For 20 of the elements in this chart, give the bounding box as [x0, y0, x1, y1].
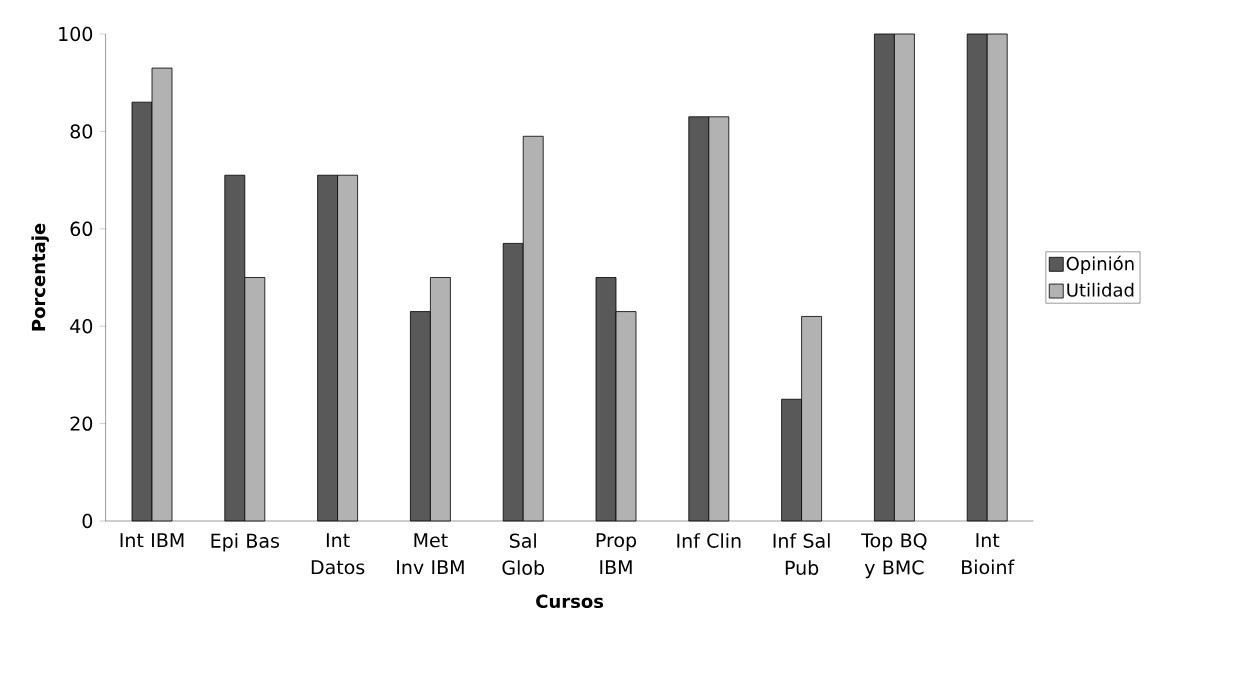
legend-label: Opinión — [1066, 255, 1134, 274]
x-tick-label: Inf Clin — [677, 533, 741, 548]
x-tick-label: Int Datos — [311, 533, 365, 575]
legend-label: Utilidad — [1067, 282, 1134, 297]
x-tick-label: Int Bioinf — [962, 533, 1015, 575]
x-tick-label: Prop IBM — [596, 533, 637, 575]
y-tick-label: 80 — [70, 124, 93, 139]
x-tick-label: Top BQ y BMC — [861, 533, 927, 579]
x-tick-label: Met Inv IBM — [397, 533, 464, 575]
y-tick-label: 60 — [70, 221, 93, 236]
y-tick-label: 40 — [70, 319, 93, 334]
y-tick-label: 0 — [82, 513, 93, 529]
x-tick-label: Int IBM — [120, 533, 184, 548]
y-tick-label: 100 — [59, 26, 93, 42]
x-tick-label: Epi Bas — [211, 533, 280, 552]
x-axis-title: Cursos — [536, 594, 604, 609]
y-axis-title: Porcentaje — [31, 223, 49, 331]
x-tick-label: Inf Sal Pub — [773, 533, 830, 575]
y-tick-label: 20 — [70, 416, 93, 431]
x-tick-label: Sal Glob — [502, 533, 545, 575]
